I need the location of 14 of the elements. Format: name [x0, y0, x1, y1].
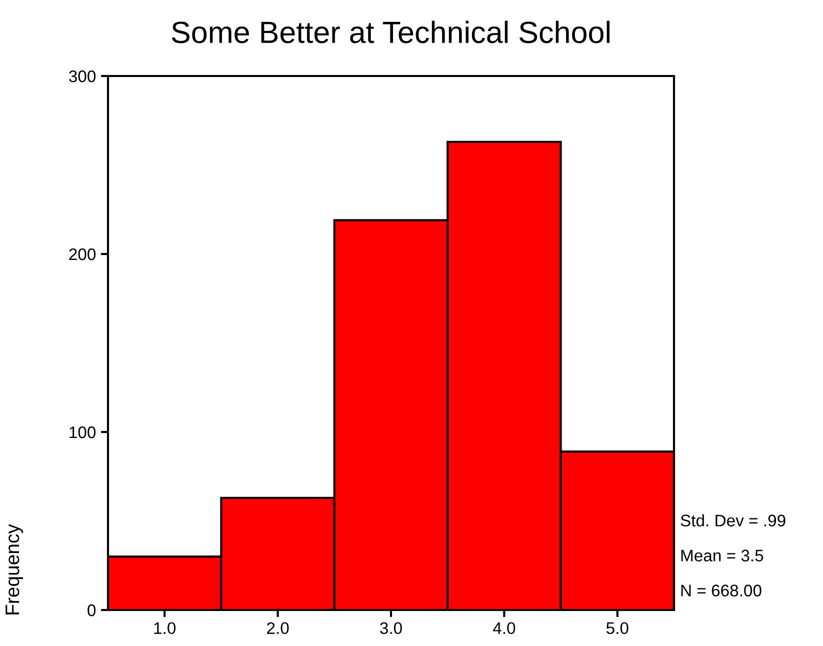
y-axis-title: Frequency: [6, 524, 24, 614]
x-tick-label: 5.0: [606, 622, 628, 634]
x-tick-label: 1.0: [154, 622, 176, 634]
chart-title: Some Better at Technical School: [172, 20, 610, 44]
text: Mean = 3.5: [681, 550, 764, 562]
x-tick-label: 2.0: [267, 622, 289, 634]
y-tick-label: 300: [69, 70, 96, 82]
x-tick-label: 4.0: [493, 622, 516, 634]
text: N = 668.00: [681, 584, 762, 596]
y-tick-label: 100: [70, 426, 96, 438]
text: Std. Dev = .99: [680, 514, 786, 526]
y-tick-label: 0: [88, 604, 96, 616]
x-tick-label: 3.0: [380, 622, 402, 634]
y-tick-label: 200: [69, 248, 96, 260]
